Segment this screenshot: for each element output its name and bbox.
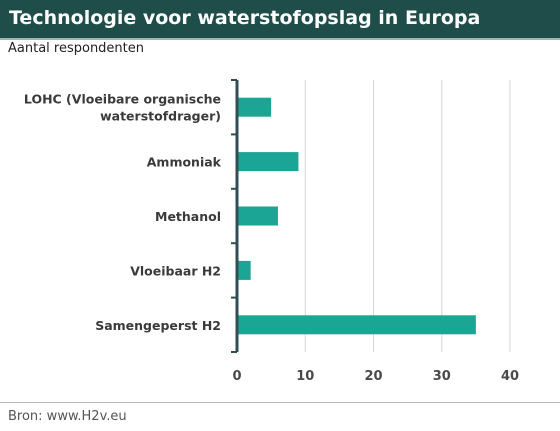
chart-title: Technologie voor waterstofopslag in Euro… [9, 7, 481, 29]
category-label-line: Methanol [155, 209, 221, 224]
category-label-1: Ammoniak [147, 155, 222, 170]
bar-0 [237, 97, 272, 117]
title-bar: Technologie voor waterstofopslag in Euro… [0, 0, 560, 40]
x-tick-label-30: 30 [433, 369, 451, 384]
x-tick-label-10: 10 [296, 369, 314, 384]
category-label-line: Ammoniak [147, 155, 222, 170]
bar-1 [237, 152, 299, 172]
footer-divider [0, 402, 560, 403]
category-label-line: waterstofdrager) [100, 109, 221, 124]
category-label-0: LOHC (Vloeibare organische waterstofdrage… [24, 92, 221, 124]
category-label-2: Methanol [155, 209, 221, 224]
x-tick-label-20: 20 [364, 369, 382, 384]
bar-4 [237, 315, 476, 335]
category-label-3: Vloeibaar H2 [130, 263, 221, 278]
bar-2 [237, 206, 278, 226]
bar-chart: LOHC (Vloeibare organische waterstofdrage… [24, 79, 519, 384]
category-label-line: Samengeperst H2 [95, 318, 221, 333]
category-label-4: Samengeperst H2 [95, 318, 221, 333]
x-tick-label-0: 0 [232, 369, 241, 384]
category-label-line: Vloeibaar H2 [130, 263, 221, 278]
category-label-line: LOHC (Vloeibare organische [24, 92, 221, 107]
bar-3 [237, 260, 251, 280]
source-note: Bron: www.H2v.eu [8, 409, 127, 424]
chart-subtitle: Aantal respondenten [8, 41, 145, 56]
x-tick-label-40: 40 [501, 369, 519, 384]
